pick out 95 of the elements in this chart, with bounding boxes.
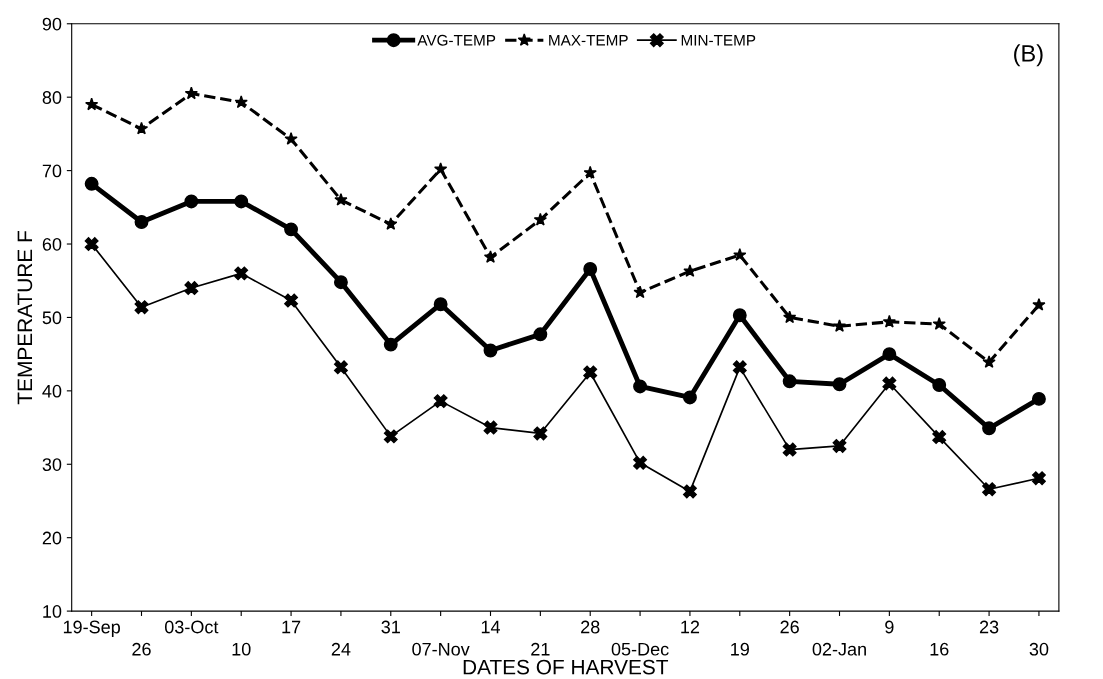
point bbox=[633, 285, 647, 299]
x-tick-label: 05-Dec bbox=[611, 642, 669, 656]
legend-label: MAX-TEMP bbox=[549, 35, 628, 46]
x-tick-label: 9 bbox=[885, 620, 894, 634]
x-tick-label: 07-Nov bbox=[412, 642, 470, 656]
point bbox=[882, 376, 897, 391]
point bbox=[84, 176, 99, 191]
point bbox=[284, 222, 299, 237]
y-tick-label: 60 bbox=[42, 237, 62, 251]
point bbox=[782, 442, 797, 457]
point bbox=[234, 266, 249, 281]
x-tick-label: 30 bbox=[1029, 642, 1049, 656]
x-tick-label: 21 bbox=[531, 642, 550, 656]
x-tick-label: 24 bbox=[331, 642, 351, 656]
y-tick-label: 50 bbox=[42, 311, 62, 325]
point bbox=[583, 262, 598, 276]
point bbox=[533, 426, 548, 441]
x-tick-label: 02-Jan bbox=[812, 642, 866, 656]
point bbox=[832, 319, 847, 332]
point bbox=[832, 377, 847, 392]
point bbox=[1031, 391, 1046, 406]
point bbox=[284, 293, 299, 308]
point bbox=[433, 394, 448, 409]
point bbox=[882, 314, 897, 328]
x-tick-label: 26 bbox=[132, 642, 151, 656]
point bbox=[434, 162, 448, 175]
point bbox=[932, 378, 947, 392]
point bbox=[184, 86, 198, 100]
annotation: (B) bbox=[1014, 44, 1043, 67]
point bbox=[234, 194, 249, 209]
point bbox=[633, 455, 648, 470]
point bbox=[184, 194, 199, 209]
y-tick-label: 10 bbox=[43, 605, 62, 618]
point bbox=[134, 121, 149, 135]
point bbox=[383, 337, 398, 352]
point bbox=[84, 97, 99, 111]
point bbox=[134, 215, 149, 229]
legend-label: AVG-TEMP bbox=[417, 34, 496, 46]
point bbox=[284, 132, 298, 145]
y-tick-label: 30 bbox=[42, 458, 62, 471]
point bbox=[533, 212, 547, 226]
point bbox=[533, 327, 548, 342]
x-tick-label: 14 bbox=[481, 620, 501, 634]
x-tick-label: 19-Sep bbox=[63, 620, 120, 637]
y-tick-label: 20 bbox=[42, 531, 62, 545]
y-tick-label: 80 bbox=[42, 91, 62, 104]
point bbox=[134, 300, 149, 315]
point bbox=[184, 281, 199, 296]
point bbox=[982, 355, 996, 368]
point bbox=[832, 438, 847, 453]
point bbox=[583, 365, 598, 380]
point bbox=[682, 390, 697, 405]
y-tick-label: 90 bbox=[42, 17, 62, 31]
point bbox=[982, 421, 997, 436]
point bbox=[334, 193, 348, 206]
x-tick-label: 31 bbox=[381, 620, 400, 634]
point bbox=[333, 360, 348, 375]
point bbox=[483, 250, 498, 263]
point bbox=[234, 95, 248, 109]
point bbox=[433, 297, 448, 312]
x-tick-label: 16 bbox=[930, 642, 949, 656]
point bbox=[84, 237, 99, 251]
y-axis-title: TEMPERATURE F bbox=[17, 231, 33, 405]
y-tick-label: 40 bbox=[42, 384, 62, 398]
x-tick-label: 28 bbox=[581, 620, 600, 634]
x-tick-label: 10 bbox=[232, 642, 251, 656]
point bbox=[483, 343, 498, 358]
point bbox=[683, 264, 697, 277]
x-tick-label: 23 bbox=[979, 620, 999, 634]
point bbox=[384, 217, 398, 230]
x-tick-label: 12 bbox=[681, 620, 700, 634]
x-tick-label: 26 bbox=[780, 620, 799, 634]
point bbox=[882, 347, 897, 362]
point bbox=[932, 430, 947, 445]
point bbox=[733, 248, 747, 261]
x-tick-label: 19 bbox=[731, 642, 749, 656]
point bbox=[1031, 471, 1046, 486]
x-axis-title: DATES OF HARVEST bbox=[463, 659, 669, 675]
point bbox=[383, 429, 398, 444]
point bbox=[732, 360, 747, 375]
point bbox=[782, 374, 797, 389]
x-tick-label: 03-Oct bbox=[164, 620, 219, 634]
point bbox=[333, 275, 348, 290]
point bbox=[783, 310, 797, 324]
legend-label: MIN-TEMP bbox=[681, 35, 756, 46]
point bbox=[682, 484, 697, 499]
point bbox=[633, 379, 648, 394]
point bbox=[982, 482, 997, 497]
point bbox=[932, 317, 946, 330]
y-tick-label: 70 bbox=[42, 164, 62, 178]
point bbox=[583, 165, 597, 179]
point bbox=[1032, 298, 1046, 311]
point bbox=[732, 308, 747, 323]
x-tick-label: 17 bbox=[282, 620, 301, 634]
point bbox=[483, 420, 498, 435]
